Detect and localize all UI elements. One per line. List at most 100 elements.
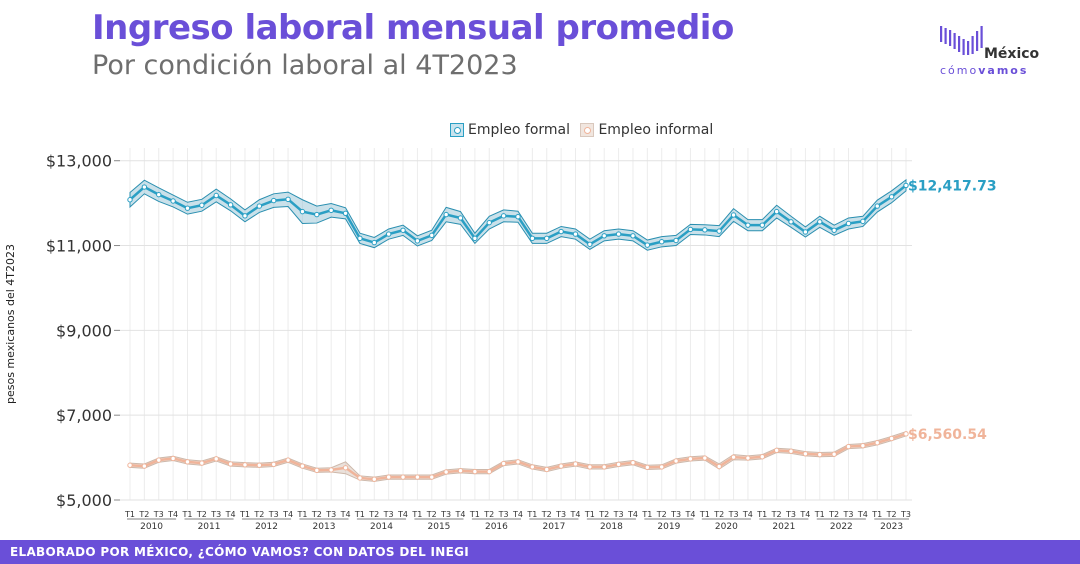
formal-point [558, 228, 564, 235]
informal-point [788, 448, 794, 454]
formal-point [788, 219, 794, 225]
formal-point [745, 222, 751, 228]
y-tick-label: $13,000 [46, 152, 112, 171]
formal-point [730, 212, 737, 218]
informal-point [328, 467, 334, 473]
formal-point [903, 182, 909, 189]
x-tick-label-quarter: T2 [196, 510, 207, 519]
y-tick-label: $7,000 [56, 406, 112, 425]
informal-point [342, 465, 349, 471]
x-tick-label-quarter: T2 [253, 510, 264, 519]
informal-point [716, 463, 722, 470]
informal-point [817, 451, 823, 458]
x-tick-label-quarter: T4 [684, 510, 695, 519]
informal-point [702, 455, 708, 461]
x-tick-label-quarter: T1 [814, 510, 825, 519]
x-tick-label-quarter: T1 [526, 510, 537, 519]
x-tick-label-year: 2014 [370, 522, 393, 530]
formal-point [759, 222, 765, 228]
x-tick-label-quarter: T3 [900, 510, 911, 519]
logo-text-como-vamos: cómovamos [940, 64, 1028, 77]
x-tick-label-quarter: T4 [799, 510, 810, 519]
formal-point [486, 219, 492, 226]
informal-point [184, 459, 191, 465]
legend-formal-label: Empleo formal [468, 122, 570, 138]
x-tick-label-quarter: T4 [455, 510, 466, 519]
x-tick-label-quarter: T3 [613, 510, 624, 519]
formal-point [888, 194, 895, 200]
x-tick-label-quarter: T4 [627, 510, 638, 519]
informal-point [357, 475, 363, 481]
x-tick-label-quarter: T3 [153, 510, 164, 519]
formal-point [472, 235, 478, 242]
x-tick-label-quarter: T2 [656, 510, 667, 519]
x-tick-label-quarter: T1 [181, 510, 192, 519]
formal-point [184, 205, 191, 211]
x-tick-label-quarter: T3 [440, 510, 451, 519]
formal-point [601, 233, 607, 239]
page-title: Ingreso laboral mensual promedio [92, 8, 734, 48]
legend-item-informal: Empleo informal [580, 122, 713, 138]
informal-point [472, 468, 478, 475]
formal-point [659, 239, 665, 245]
formal-point [443, 211, 449, 218]
x-tick-label-quarter: T4 [167, 510, 178, 519]
x-tick-label-quarter: T3 [728, 510, 739, 519]
x-tick-label-quarter: T1 [584, 510, 595, 519]
x-tick-label-quarter: T1 [469, 510, 480, 519]
informal-point [802, 451, 809, 457]
informal-point [213, 456, 219, 462]
informal-point [170, 455, 176, 462]
formal-point [213, 192, 219, 199]
x-tick-label-quarter: T3 [785, 510, 796, 519]
formal-point [170, 198, 176, 204]
formal-point [256, 203, 263, 209]
formal-point [227, 202, 234, 208]
logo-text-vamos: vamos [978, 64, 1029, 77]
formal-point [529, 235, 536, 242]
formal-point [544, 235, 550, 242]
formal-point [817, 219, 823, 225]
x-tick-label-quarter: T2 [541, 510, 552, 519]
x-tick-label-quarter: T1 [756, 510, 767, 519]
informal-point [414, 474, 421, 480]
informal-point [644, 464, 651, 471]
formal-point [860, 218, 866, 225]
formal-point [127, 197, 133, 203]
formal-point [199, 202, 205, 208]
x-tick-label-quarter: T3 [670, 510, 681, 519]
informal-point [385, 474, 392, 480]
informal-point [615, 461, 622, 468]
x-tick-label-quarter: T1 [699, 510, 710, 519]
informal-point [903, 431, 909, 437]
formal-point [342, 210, 349, 217]
x-tick-label-year: 2013 [313, 522, 336, 530]
formal-point [874, 203, 880, 209]
x-tick-label-year: 2010 [140, 522, 163, 530]
formal-point [285, 196, 291, 203]
x-tick-label-quarter: T4 [225, 510, 236, 519]
x-tick-label-quarter: T2 [713, 510, 724, 519]
formal-point [644, 242, 651, 248]
formal-point [515, 214, 521, 220]
informal-point [443, 469, 449, 475]
x-tick-label-quarter: T1 [296, 510, 307, 519]
formal-point [357, 235, 363, 242]
legend-formal-swatch [450, 123, 464, 137]
formal-point [271, 197, 277, 204]
formal-point [371, 239, 377, 246]
formal-point [845, 220, 852, 227]
x-tick-label-quarter: T2 [598, 510, 609, 519]
formal-point [314, 211, 320, 218]
formal-point [500, 213, 507, 219]
informal-point [371, 476, 377, 482]
informal-point [558, 463, 564, 469]
formal-point [141, 184, 148, 190]
formal-point [702, 227, 708, 233]
informal-point [888, 435, 895, 442]
informal-point [515, 459, 521, 465]
informal-point [874, 440, 880, 446]
x-tick-label-quarter: T4 [742, 510, 753, 519]
x-tick-label-quarter: T3 [383, 510, 394, 519]
informal-point [659, 464, 665, 470]
